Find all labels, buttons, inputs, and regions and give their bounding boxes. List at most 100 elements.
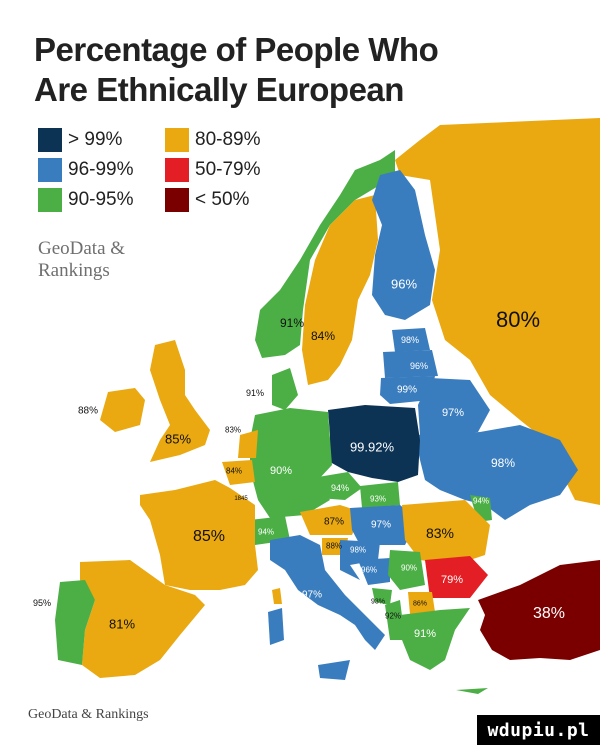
region-finland (372, 170, 435, 320)
map-label-czechia: 94% (330, 483, 350, 493)
region-ireland (100, 388, 145, 432)
title-line-2: Are Ethnically European (34, 71, 404, 108)
map-label-slovakia: 93% (369, 494, 387, 504)
region-austria (300, 505, 362, 535)
region-latvia (383, 350, 438, 378)
map-label-russia: 80% (495, 307, 541, 332)
region-turkey (478, 560, 600, 660)
region-uk (150, 340, 210, 462)
region-montenegro (372, 588, 392, 605)
map-label-belarus: 97% (441, 407, 465, 419)
region-sweden (302, 195, 378, 385)
region-denmark (272, 368, 298, 410)
legend-item-80-89: 80-89% (165, 127, 261, 153)
map-label-poland: 99.92% (349, 439, 395, 455)
legend-item-90-95: 90-95% (38, 187, 134, 213)
legend-label: 96-99% (68, 159, 134, 180)
legend-swatch (38, 128, 62, 152)
legend-swatch (38, 188, 62, 212)
watermark: wdupiu.pl (477, 715, 600, 745)
region-hungary (350, 505, 418, 545)
region-greece (400, 608, 470, 670)
legend-label: > 99% (68, 129, 123, 150)
region-belarus (418, 378, 490, 438)
map-label-finland: 96% (390, 276, 418, 292)
map-label-portugal: 95% (32, 598, 52, 608)
region-netherlands (238, 430, 258, 458)
map-label-austria: 87% (323, 516, 345, 528)
map-label-belgium: 84% (225, 466, 243, 476)
region-lithuania (380, 376, 435, 404)
region-moldova (470, 495, 492, 522)
map-label-turkey: 38% (532, 605, 566, 622)
region-ukraine (415, 425, 578, 520)
title-line-1: Percentage of People Who (34, 31, 439, 68)
legend-item-under-50: < 50% (165, 187, 249, 213)
map-label-united-kingdom: 85% (164, 431, 192, 447)
region-sardinia (268, 608, 284, 645)
legend-item-96-99: 96-99% (38, 157, 134, 183)
map-label-estonia: 98% (400, 335, 420, 345)
map-label-montenegro: 93% (370, 598, 386, 606)
legend-swatch (38, 158, 62, 182)
region-albania (385, 600, 405, 640)
map-label-ireland: 88% (77, 405, 99, 417)
map-label-croatia: 98% (349, 545, 367, 555)
map-label-romania: 83% (425, 525, 455, 541)
map-label-serbia: 90% (400, 563, 418, 573)
region-north-macedonia (408, 592, 435, 614)
legend-label: 50-79% (195, 159, 261, 180)
region-bulgaria (425, 556, 488, 598)
region-sicily (318, 660, 350, 680)
legend-label: < 50% (195, 189, 250, 210)
region-portugal (55, 580, 95, 665)
map-label-greece: 91% (413, 628, 437, 640)
map-label-france: 85% (192, 528, 226, 545)
region-norway (255, 150, 395, 358)
region-russia (395, 118, 600, 505)
map-label-bulgaria: 79% (440, 574, 464, 586)
region-germany (250, 408, 332, 518)
legend-label: 80-89% (195, 129, 261, 150)
map-label-lithuania: 99% (396, 384, 418, 396)
region-bosnia (358, 558, 390, 585)
brand-logo-top: GeoData & Rankings (38, 238, 168, 282)
map-label-netherlands: 83% (224, 425, 242, 435)
brand-credit-bottom: GeoData & Rankings (28, 707, 149, 722)
map-label-switzerland: 94% (257, 527, 275, 537)
region-belgium (222, 460, 255, 485)
legend-swatch (165, 188, 189, 212)
brand-line-2: Rankings (38, 260, 110, 281)
map-label-ukraine: 98% (490, 456, 516, 470)
map-label-luxembourg: 1845 (234, 496, 248, 502)
page-title: Percentage of People Who Are Ethnically … (34, 30, 439, 110)
map-label-hungary: 97% (370, 519, 392, 531)
map-label-norway: 91% (279, 316, 305, 330)
map-label-spain: 81% (108, 616, 136, 632)
region-serbia (388, 550, 425, 590)
legend-label: 90-95% (68, 189, 134, 210)
legend-item-50-79: 50-79% (165, 157, 261, 183)
map-label-north-macedonia: 86% (412, 600, 428, 608)
legend-swatch (165, 158, 189, 182)
map-label-bosnia: 96% (360, 565, 378, 575)
map-label-sweden: 84% (310, 329, 336, 343)
region-romania (402, 500, 490, 565)
region-estonia (392, 328, 430, 352)
map-label-germany: 90% (269, 465, 293, 477)
brand-line-1: GeoData & (38, 238, 126, 259)
region-poland (328, 405, 420, 482)
region-switzerland (250, 516, 290, 545)
map-label-denmark: 91% (245, 388, 265, 398)
region-france (140, 480, 258, 590)
region-crete (456, 688, 488, 694)
map-label-moldova: 94% (472, 496, 490, 506)
map-label-albania: 92% (384, 611, 402, 621)
map-label-latvia: 96% (409, 361, 429, 371)
legend-item-over-99: > 99% (38, 127, 122, 153)
legend-swatch (165, 128, 189, 152)
region-italy (270, 535, 385, 650)
map-label-italy: 97% (301, 589, 323, 601)
region-corsica (272, 588, 282, 604)
